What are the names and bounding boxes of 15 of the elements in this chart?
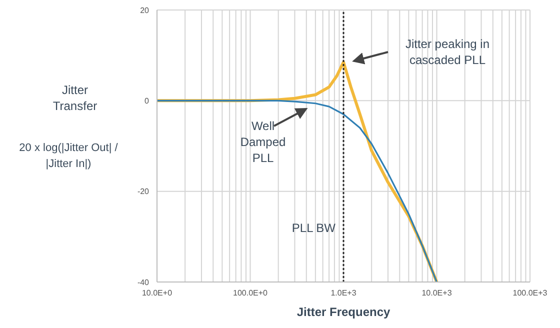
y-tick-label: -20	[137, 187, 150, 196]
x-tick-label: 1.0E+3	[330, 288, 357, 298]
y-tick-label: 20	[140, 6, 150, 15]
x-tick-label: 10.0E+0	[142, 288, 173, 298]
annotation: Jitter peaking in cascaded PLL	[404, 36, 491, 68]
y-tick-label: -40	[137, 278, 150, 287]
annotation: Well Damped PLL	[239, 118, 287, 166]
text: 20 x log(|Jitter Out| / |Jitter In|)	[18, 141, 119, 172]
y-axis-title: Jitter Transfer	[52, 82, 98, 114]
x-tick-label: 100.0E+3	[512, 288, 548, 298]
ref-line-label: PLL BW	[292, 221, 336, 235]
x-tick-label: 10.0E+3	[422, 288, 452, 298]
x-tick-label: 100.0E+0	[233, 288, 268, 298]
y-tick-label: 0	[144, 96, 150, 106]
x-axis-title: Jitter Frequency	[296, 304, 392, 320]
